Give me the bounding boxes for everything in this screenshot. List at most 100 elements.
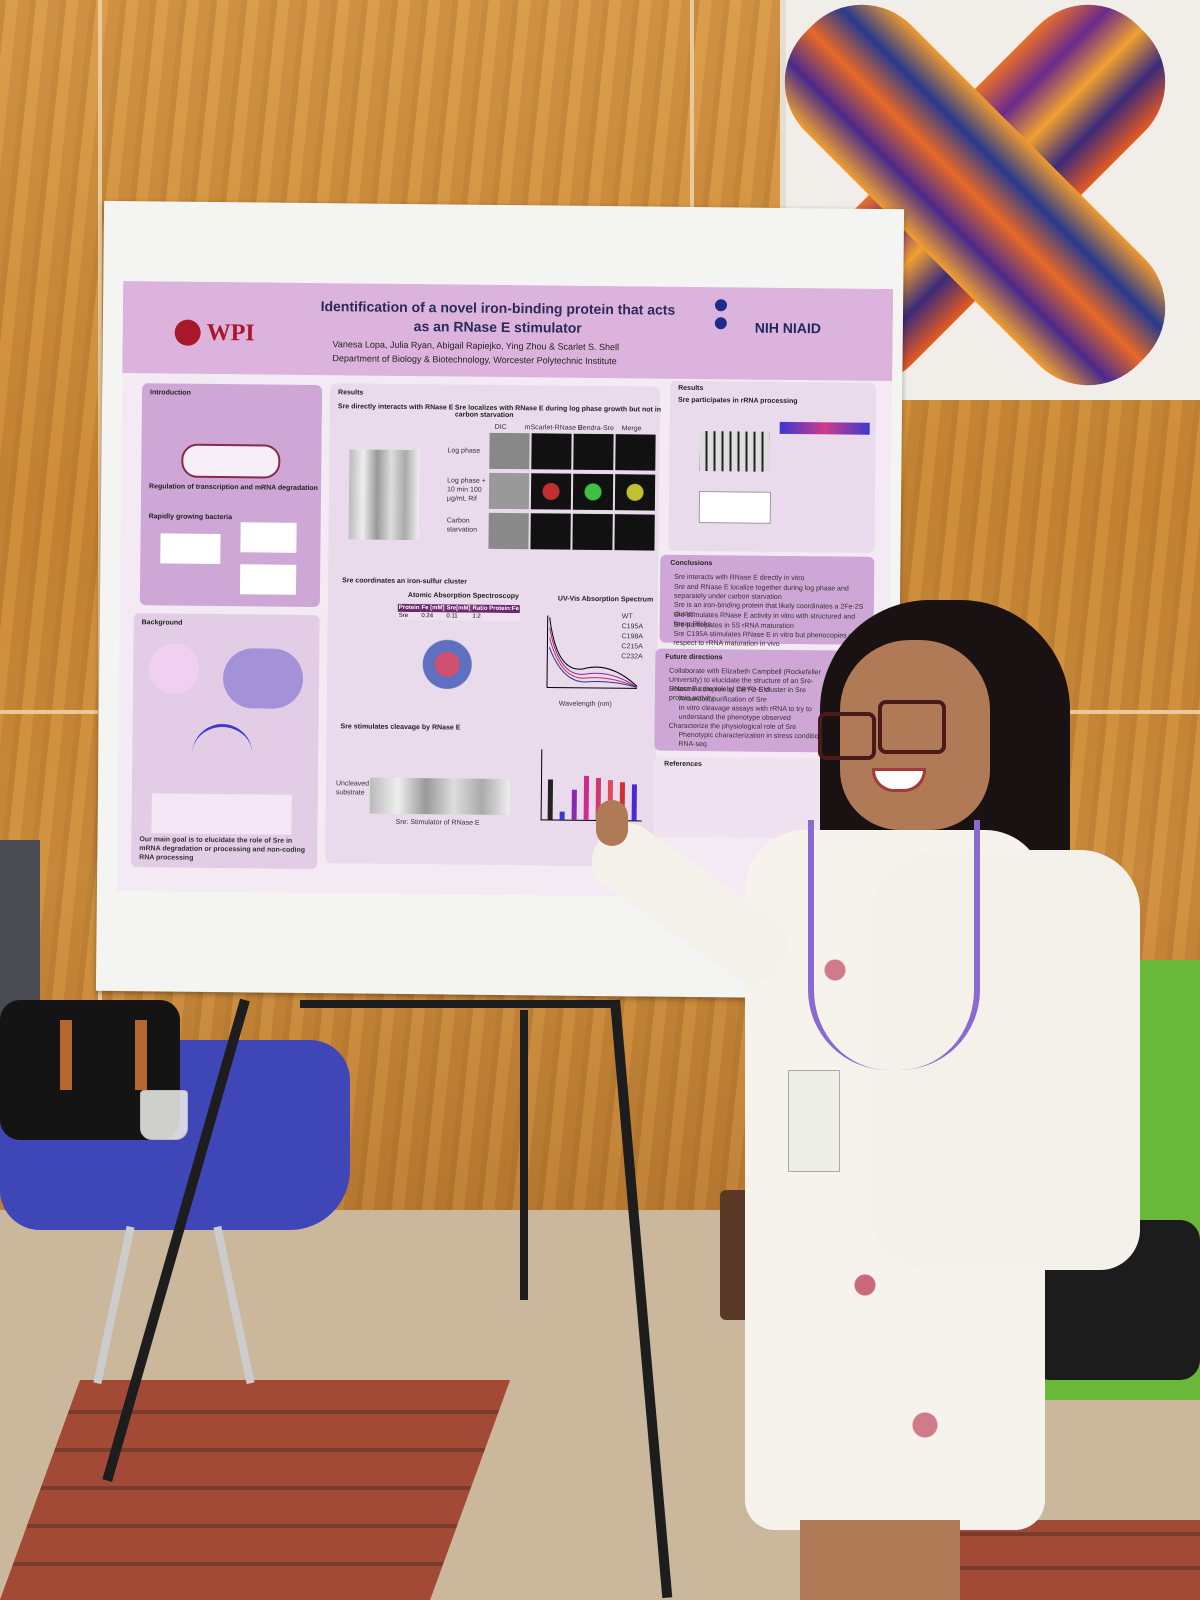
easel-crossbar [300,1000,620,1008]
micrograph [530,473,572,510]
rrna-heading: Sre participates in rRNA processing [677,396,798,406]
purple-lanyard [808,820,980,1070]
micro-col-dic: DIC [494,423,507,432]
aas-cell: 1:2 [472,613,481,620]
rapid-growth-heading: Rapidly growing bacteria [148,513,233,522]
wpi-logo: WPI [206,319,255,347]
conclusion-item: Sre and RNase E localize together during… [673,583,849,601]
aas-cell: Sre [398,612,409,619]
name-badge [788,1070,840,1172]
uncleaved-label: Uncleaved substrate [335,780,370,797]
nih-niaid-logo: NIH NIAID [754,319,821,337]
background-heading: Background [141,619,183,627]
micro-col-merge: Merge [621,425,642,433]
easel-leg [520,1010,528,1300]
micro-row-rif: Log phase + 10 min 100 µg/mL Rif [446,477,486,503]
micrograph [573,433,614,471]
wall-seam [690,0,694,210]
uvvis-heading: UV-Vis Absorption Spectrum [557,595,654,604]
mrna-diagram [160,533,221,565]
introduction-heading: Introduction [150,389,191,397]
micrograph [572,513,613,551]
aas-cell: 0.11 [446,613,458,620]
brick-floor [960,1520,1200,1600]
regulation-diagram [181,443,281,479]
research-poster: WPI Identification of a novel iron-bindi… [116,280,894,900]
uv-legend-c232a: C232A [621,653,643,661]
poster-title: Identification of a novel iron-binding p… [320,298,676,336]
micrograph [572,473,614,511]
conclusions-heading: Conclusions [670,559,713,568]
conclusions-panel: Conclusions Sre interacts with RNase E d… [659,554,875,648]
bag-strap [135,1020,147,1090]
brick-floor [0,1380,511,1600]
bar [571,789,577,820]
dot-icon [714,299,728,312]
aas-cell: 0.24 [421,613,434,620]
future-item: In vitro cleavage assays with rRNA to tr… [678,704,812,722]
western-blot-image [348,449,420,541]
micrograph [488,472,530,510]
plastic-cup [140,1090,188,1140]
mrna-diagram [240,522,297,553]
results-heading: Results [338,389,364,397]
rna-hairpin-diagram [192,723,253,758]
aas-header: Sre[mM] [446,605,471,612]
regulation-heading: Regulation of transcription and mRNA deg… [149,483,319,493]
uv-legend-c195a: C195A [621,623,644,631]
bar [583,775,590,820]
mrna-diagram [239,564,297,595]
wpi-seal-icon [174,319,201,346]
bag-strap [60,1020,72,1090]
iron-sulfur-heading: Sre coordinates an iron-sulfur cluster [342,577,467,586]
dot-icon [714,317,727,330]
bar [631,784,637,821]
rnase-diagram [148,643,200,694]
aas-header: Fe [mM] [421,605,445,612]
rrna-operon-diagram [779,421,870,435]
sre-localizes-heading: Sre localizes with RNase E during log ph… [454,404,662,420]
uv-legend-c215a: C215A [621,643,643,651]
uv-legend-wt: WT [621,613,633,621]
bar [547,779,554,820]
northern-blot-image [699,431,770,472]
introduction-panel: Introduction Regulation of transcription… [139,383,323,608]
aas-header: Protein [398,604,420,612]
micrograph [488,512,529,550]
results-heading: Results [678,384,704,393]
micrograph [614,514,655,551]
mutagenesis-diagram [151,793,292,835]
cleavage-heading: Sre stimulates cleavage by RNase E [340,723,461,732]
micro-row-log: Log phase [447,447,481,455]
wall-seam [98,0,102,1000]
micro-col-sre: Dendra-Sre [577,424,614,433]
pointing-hand [596,800,628,846]
micrograph [614,474,656,511]
micrograph [615,434,656,471]
main-goal-text: Our main goal is to elucidate the role o… [139,836,306,862]
future-item: RNA-seq [678,740,707,749]
results-panel-2: Results Sre participates in rRNA process… [668,380,877,553]
uv-legend-c198a: C198A [621,633,643,641]
background-panel: Background Our main goal is to elucidate… [131,613,320,870]
degradosome-diagram [222,648,304,709]
micro-row-carbon: Carbon starvation [446,517,478,534]
cleavage-gel-image [369,777,511,816]
glasses-lens [818,712,876,760]
micro-col-rnase: mScarlet-RNase E [524,424,583,432]
micrograph [489,432,530,470]
glasses-lens [878,700,946,754]
uvvis-chart [546,615,638,689]
aas-heading: Atomic Absorption Spectroscopy [407,591,519,601]
results-panel-1: Results Sre directly interacts with RNas… [325,383,661,867]
aas-table: Protein Fe [mM] Sre[mM] Ratio Protein:Fe… [397,603,520,622]
northern-blot-image [698,491,772,524]
protein-structure-image [396,633,498,695]
cleavage-caption: Sre: Stimulator of RNase E [395,818,480,827]
sre-interacts-heading: Sre directly interacts with RNase E [337,403,454,412]
bar [559,811,565,820]
uv-xlabel: Wavelength (nm) [558,700,612,709]
references-heading: References [664,760,702,769]
micrograph [530,513,571,550]
micrograph [531,433,572,470]
